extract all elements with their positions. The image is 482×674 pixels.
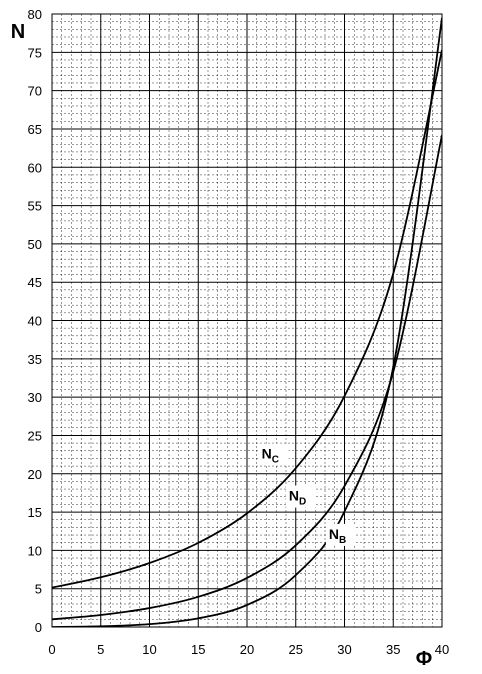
y-tick-label: 50 — [28, 237, 42, 252]
y-tick-label: 30 — [28, 390, 42, 405]
y-axis-title: N — [11, 21, 25, 43]
curve-labels: NC ND NB — [258, 443, 356, 546]
x-tick-label: 0 — [48, 642, 55, 657]
y-tick-label: 10 — [28, 543, 42, 558]
curves — [52, 17, 442, 627]
x-tick-label: 15 — [191, 642, 205, 657]
x-tick-label: 10 — [142, 642, 156, 657]
x-tick-label: 5 — [97, 642, 104, 657]
plot-frame — [51, 13, 443, 628]
x-axis-title: Φ — [416, 648, 432, 670]
x-tick-label: 40 — [435, 642, 449, 657]
y-tick-label: 15 — [28, 505, 42, 520]
y-tick-label: 0 — [35, 620, 42, 635]
y-tick-label: 65 — [28, 122, 42, 137]
x-tick-label: 30 — [337, 642, 351, 657]
curve-nb — [52, 17, 442, 627]
y-tick-label: 70 — [28, 84, 42, 99]
x-tick-label: 35 — [386, 642, 400, 657]
curve-label-background — [325, 523, 356, 546]
y-tick-label: 35 — [28, 352, 42, 367]
x-tick-labels: 0 5 10 15 20 25 30 35 40 — [48, 642, 449, 657]
grid — [51, 13, 443, 628]
y-tick-label: 5 — [35, 582, 42, 597]
y-tick-label: 45 — [28, 275, 42, 290]
curve-label-nb: NB — [329, 526, 346, 546]
curve-label-nd: ND — [289, 488, 306, 508]
x-tick-label: 20 — [240, 642, 254, 657]
x-tick-label: 25 — [289, 642, 303, 657]
y-tick-label: 40 — [28, 314, 42, 329]
y-tick-label: 75 — [28, 45, 42, 60]
y-tick-labels: 0 5 10 15 20 25 30 35 40 45 50 55 60 65 70 75 80 — [28, 7, 42, 635]
y-tick-label: 60 — [28, 160, 42, 175]
curve-nc — [52, 49, 442, 589]
y-tick-label: 20 — [28, 467, 42, 482]
y-tick-label: 55 — [28, 199, 42, 214]
y-tick-label: 25 — [28, 428, 42, 443]
y-tick-label: 80 — [28, 7, 42, 22]
curve-nd — [52, 134, 442, 621]
curve-label-nc: NC — [262, 445, 279, 465]
curve-label-background — [285, 485, 316, 508]
curve-label-background — [258, 443, 289, 466]
